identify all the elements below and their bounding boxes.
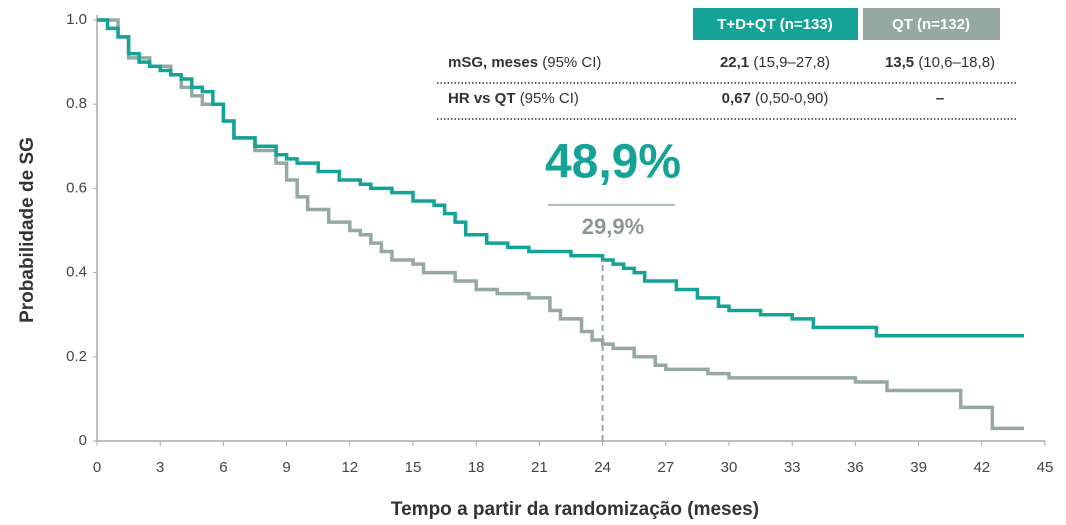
x-tick-label: 45 bbox=[1037, 459, 1054, 476]
x-tick-label: 18 bbox=[468, 459, 485, 476]
x-tick-label: 15 bbox=[405, 459, 422, 476]
x-tick-label: 30 bbox=[721, 459, 738, 476]
cell-value: 0,67 bbox=[722, 90, 751, 107]
cell-ci: (10,6–18,8) bbox=[918, 54, 995, 71]
x-tick-label: 24 bbox=[594, 459, 611, 476]
y-tick-label: 0.4 bbox=[66, 264, 87, 281]
y-tick-label: 0 bbox=[79, 432, 87, 449]
row-label: mSG, meses (95% CI) bbox=[448, 54, 601, 71]
table-cell: 0,67 (0,50-0,90) bbox=[722, 90, 829, 107]
x-tick-label: 36 bbox=[847, 459, 864, 476]
x-tick-label: 33 bbox=[784, 459, 801, 476]
header: T+D+QT (n=133) bbox=[717, 16, 832, 33]
cell-ci: (0,50-0,90) bbox=[755, 90, 828, 107]
table-cell: 13,5 (10,6–18,8) bbox=[885, 54, 995, 71]
cell-value: 22,1 bbox=[720, 54, 749, 71]
row-label-main: HR vs QT bbox=[448, 90, 516, 107]
x-tick-label: 6 bbox=[219, 459, 227, 476]
y-axis-label: Probabilidade de SG bbox=[17, 137, 38, 323]
header: QT (n=132) bbox=[892, 16, 970, 33]
cell-value: 13,5 bbox=[885, 54, 914, 71]
header-box bbox=[693, 8, 858, 40]
km-curve bbox=[97, 18, 1024, 338]
x-axis-label: Tempo a partir da randomização (meses) bbox=[391, 499, 759, 520]
cell-ci: (15,9–27,8) bbox=[753, 54, 830, 71]
x-tick-label: 3 bbox=[156, 459, 164, 476]
row-label-note: (95% CI) bbox=[520, 90, 579, 107]
table-cell: 22,1 (15,9–27,8) bbox=[720, 54, 830, 71]
y-tick-label: 0.2 bbox=[66, 348, 87, 365]
y-tick-label: 1.0 bbox=[66, 11, 87, 28]
y-tick-label: 0.6 bbox=[66, 179, 87, 196]
table-cell: – bbox=[936, 90, 944, 107]
cell-value: – bbox=[936, 90, 944, 107]
header-box bbox=[863, 8, 1000, 40]
x-tick-label: 39 bbox=[910, 459, 927, 476]
row-label: HR vs QT (95% CI) bbox=[448, 90, 579, 107]
y-tick-label: 0.8 bbox=[66, 95, 87, 112]
x-tick-label: 27 bbox=[657, 459, 674, 476]
row-label-note: (95% CI) bbox=[542, 54, 601, 71]
x-tick-label: 42 bbox=[973, 459, 990, 476]
annotation: 29,9% bbox=[582, 214, 644, 239]
x-tick-label: 21 bbox=[531, 459, 548, 476]
km-curve bbox=[97, 18, 1024, 431]
annotation: 48,9% bbox=[545, 136, 681, 189]
x-tick-label: 9 bbox=[282, 459, 290, 476]
x-tick-label: 0 bbox=[93, 459, 101, 476]
row-label-main: mSG, meses bbox=[448, 54, 538, 71]
x-tick-label: 12 bbox=[341, 459, 358, 476]
